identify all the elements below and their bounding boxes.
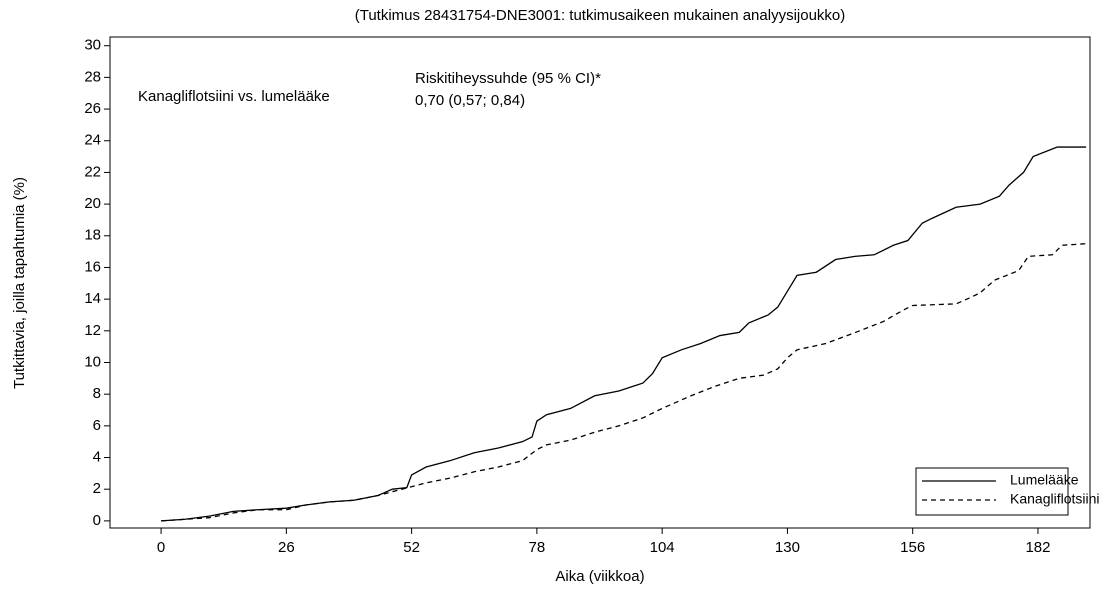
y-tick-label: 6 bbox=[93, 417, 101, 434]
x-tick-label: 0 bbox=[157, 539, 165, 556]
x-tick-label: 156 bbox=[900, 539, 925, 556]
y-tick-label: 8 bbox=[93, 385, 101, 402]
x-tick-label: 78 bbox=[529, 539, 546, 556]
x-tick-label: 104 bbox=[650, 539, 675, 556]
y-tick-label: 12 bbox=[84, 322, 101, 339]
x-tick-label: 130 bbox=[775, 539, 800, 556]
y-tick-label: 16 bbox=[84, 258, 101, 275]
y-axis-label: Tutkittavia, joilla tapahtumia (%) bbox=[11, 177, 28, 389]
legend-label: Kanagliflotsiini bbox=[1010, 491, 1100, 507]
annotation: Kanagliflotsiini vs. lumelääke bbox=[138, 88, 330, 105]
chart-title: (Tutkimus 28431754-DNE3001: tutkimusaike… bbox=[355, 7, 846, 24]
x-axis-label: Aika (viikkoa) bbox=[555, 568, 644, 585]
y-tick-label: 14 bbox=[84, 290, 101, 307]
y-tick-label: 20 bbox=[84, 195, 101, 212]
y-tick-label: 18 bbox=[84, 227, 101, 244]
legend-label: Lumelääke bbox=[1010, 472, 1079, 488]
y-tick-label: 0 bbox=[93, 512, 101, 529]
y-tick-label: 10 bbox=[84, 353, 101, 370]
plot-frame bbox=[109, 36, 1091, 529]
y-tick-label: 2 bbox=[93, 480, 101, 497]
y-tick-label: 26 bbox=[84, 100, 101, 117]
annotation: 0,70 (0,57; 0,84) bbox=[415, 92, 525, 109]
data-line bbox=[161, 146, 1087, 522]
x-tick-label: 26 bbox=[278, 539, 295, 556]
y-tick-label: 4 bbox=[93, 448, 101, 465]
y-tick-label: 30 bbox=[84, 37, 101, 54]
x-tick-label: 52 bbox=[403, 539, 420, 556]
y-tick-label: 22 bbox=[84, 163, 101, 180]
y-tick-label: 24 bbox=[84, 132, 101, 149]
y-tick-label: 28 bbox=[84, 68, 101, 85]
x-tick-label: 182 bbox=[1025, 539, 1050, 556]
annotation: Riskitiheyssuhde (95 % CI)* bbox=[415, 70, 601, 87]
legend-box bbox=[915, 467, 1069, 516]
